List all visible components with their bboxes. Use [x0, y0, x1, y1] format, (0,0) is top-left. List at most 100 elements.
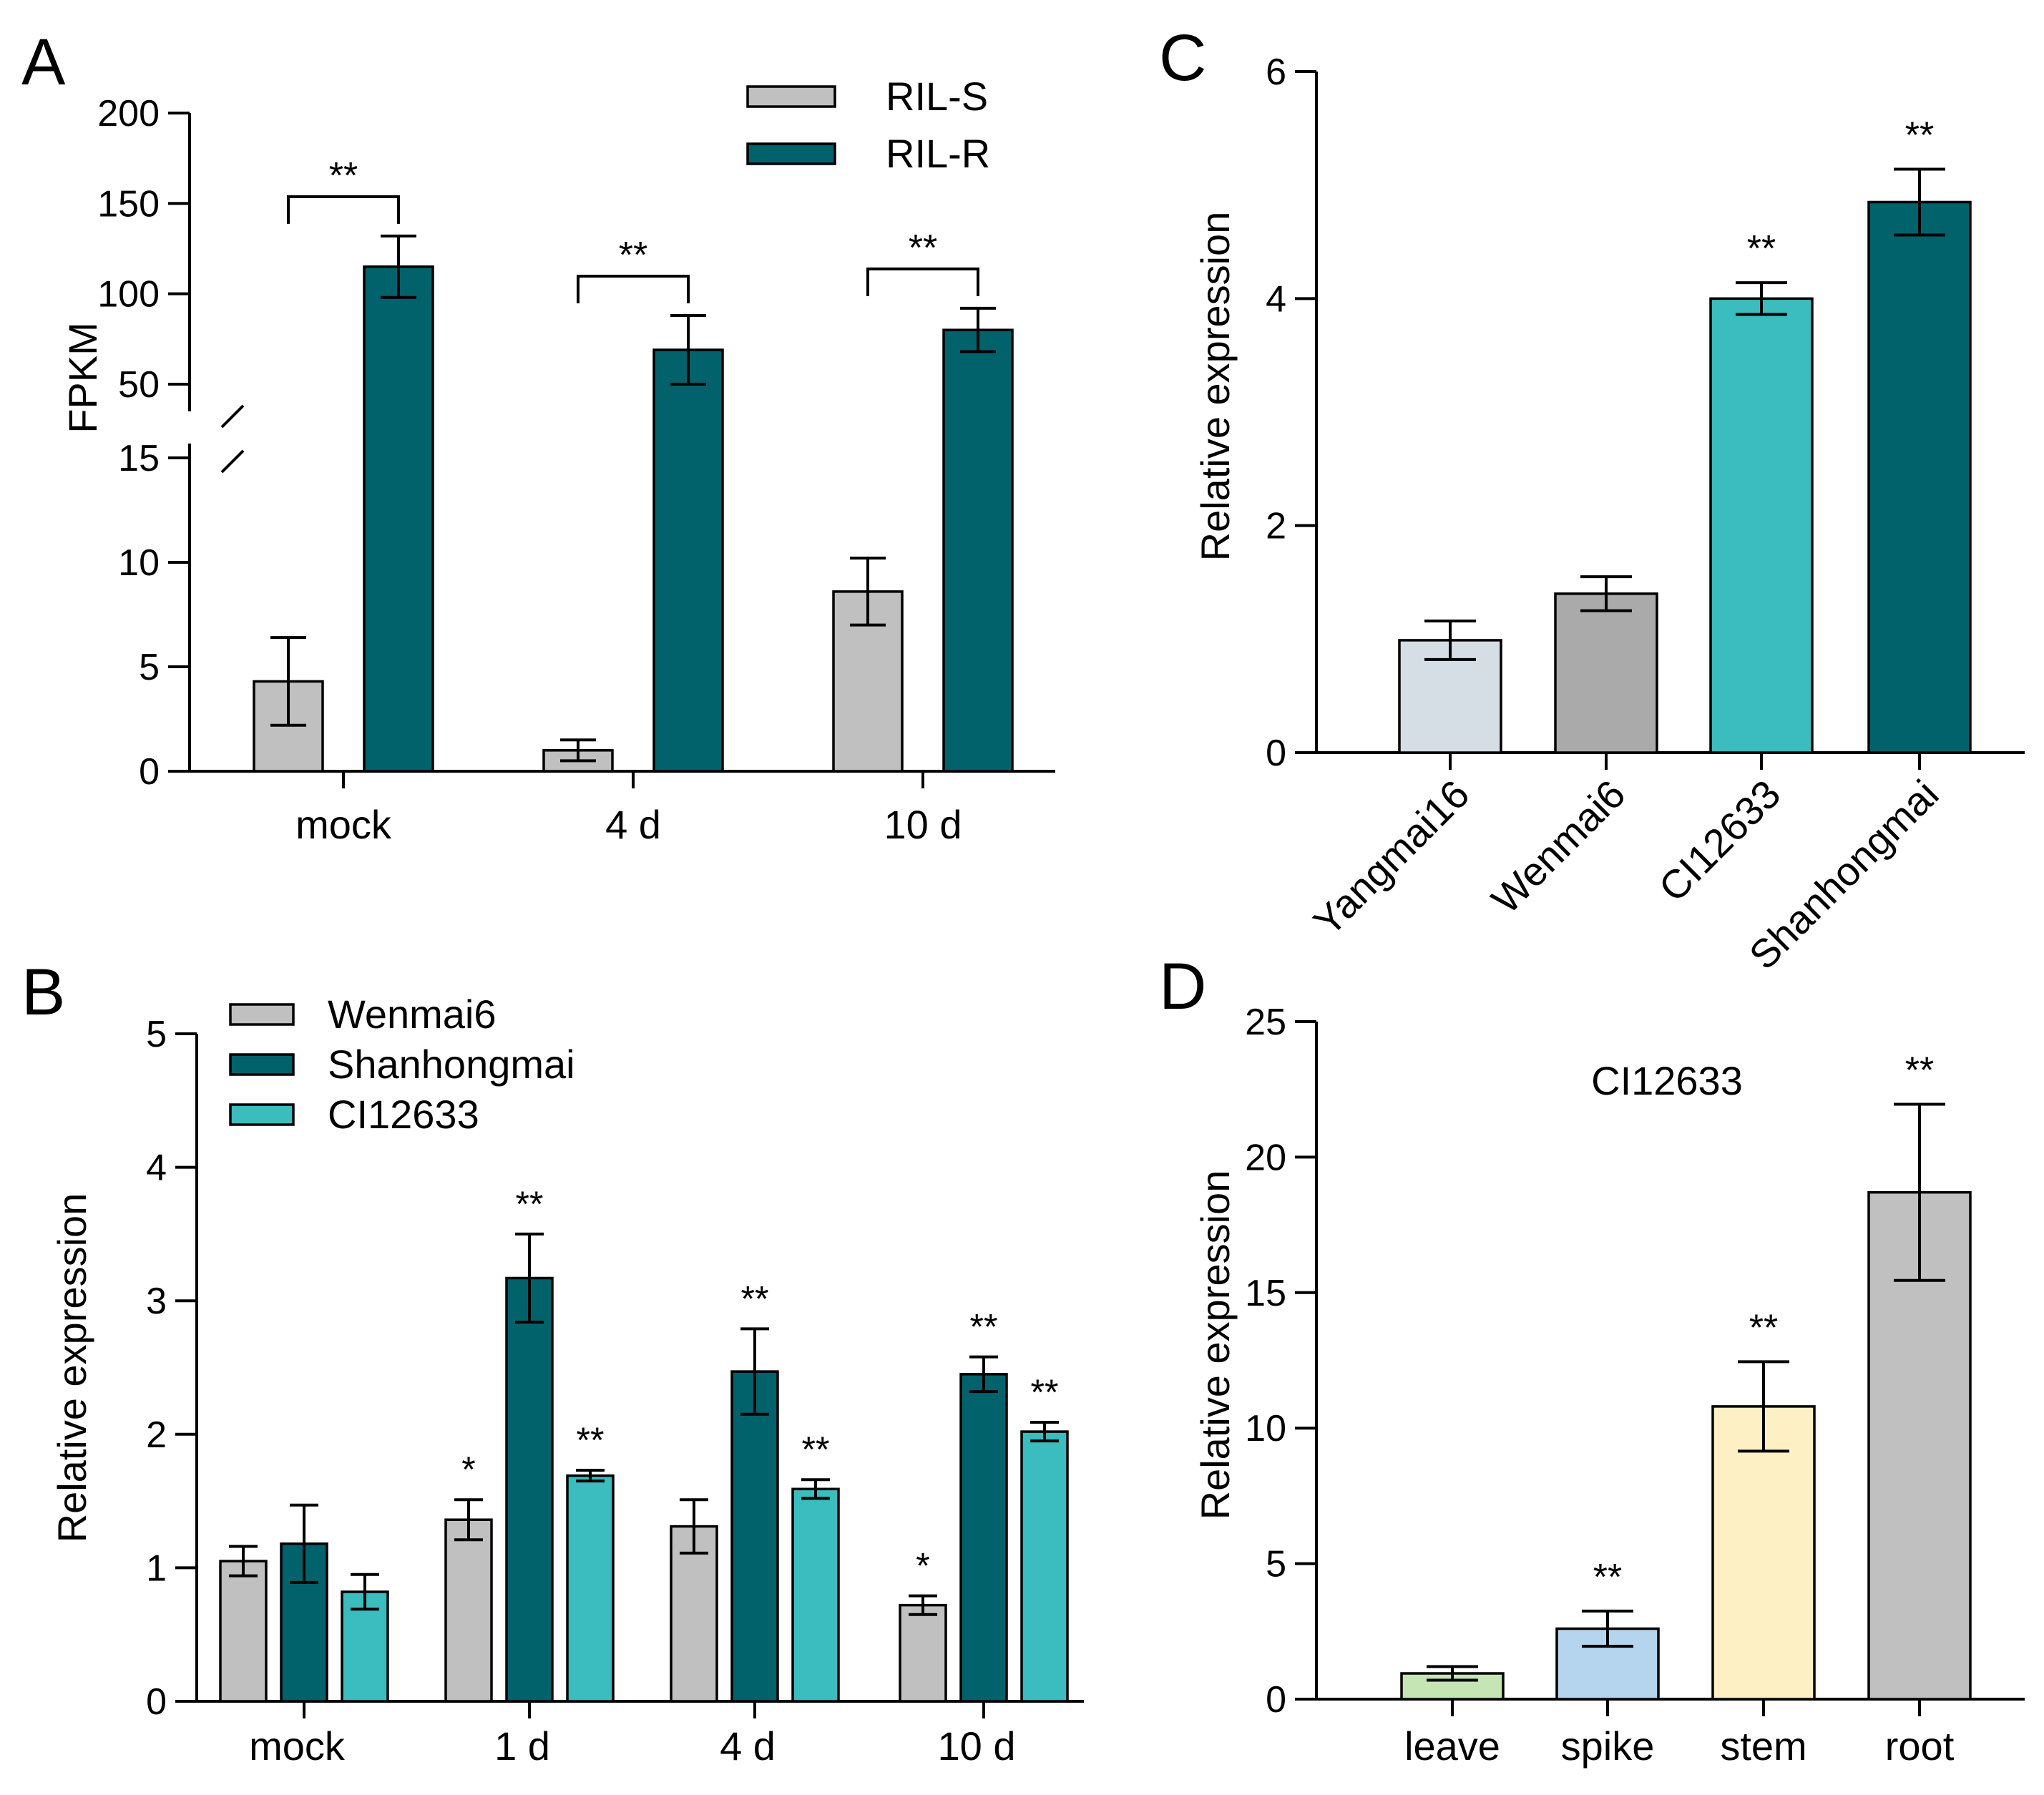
- panel-a-x-tick-label: 10 d: [884, 802, 962, 847]
- panel-a-y-tick-label: 150: [97, 183, 160, 225]
- panel-d-y-tick-label: 25: [1245, 1002, 1286, 1043]
- panel-a-error-bar: [560, 738, 596, 763]
- panel-c-x-tick-label: Yangmai16: [1305, 771, 1478, 944]
- panel-b-bar: [899, 1603, 947, 1703]
- panel-d-error-bar: [1582, 1609, 1633, 1648]
- panel-a-bar: [832, 590, 904, 773]
- panel-c-error-bar: [1894, 167, 1945, 237]
- panel-a-significance-bracket: [577, 274, 690, 303]
- panel-a-error-bar: [960, 306, 996, 353]
- panel-b-bar: [730, 1370, 779, 1703]
- panel-b-bar: [1020, 1430, 1069, 1703]
- panel-b-x-tick-label: 4 d: [720, 1723, 776, 1769]
- panel-c-y-axis-label: Relative expression: [1193, 212, 1238, 562]
- panel-c-error-bar: [1736, 281, 1787, 316]
- panel-d-x-tick-label: stem: [1720, 1723, 1806, 1769]
- panel-b-y-axis-label: Relative expression: [49, 1193, 94, 1543]
- panel-a-significance-bracket: [287, 195, 400, 224]
- panel-b-y-tick-label: 4: [146, 1148, 167, 1189]
- panel-b-significance-mark: **: [1031, 1372, 1059, 1412]
- panel-b-bar: [791, 1487, 840, 1703]
- panel-d-significance-mark: **: [1593, 1557, 1622, 1598]
- panel-a-legend-label: RIL-S: [886, 74, 988, 119]
- panel-b-legend-swatch: [229, 1003, 295, 1026]
- panel-b-error-bar: [454, 1498, 483, 1542]
- panel-a-y-axis-label: FPKM: [60, 322, 105, 434]
- panel-c-bar: [1398, 639, 1502, 754]
- panel-c-bar: [1709, 297, 1814, 754]
- panel-d-tissue-chart: 0 5 10 15 20 25 Relative expression CI12633 leav…: [1193, 1002, 2025, 1769]
- panel-a-x-tick-label: mock: [295, 802, 392, 847]
- panel-b-legend-label: Wenmai6: [328, 992, 497, 1037]
- panel-b-x-tick-label: 1 d: [494, 1723, 550, 1769]
- panel-b-y-tick-label: 2: [146, 1414, 167, 1456]
- panel-c-x-tick-label: CI12633: [1650, 771, 1789, 910]
- panel-a-y-tick-label: 10: [118, 542, 160, 584]
- panel-a-legend-swatch: [746, 85, 836, 108]
- panel-d-significance-mark: **: [1905, 1050, 1934, 1092]
- panel-b-significance-mark: **: [516, 1184, 544, 1224]
- panel-c-cultivar-chart: 0 2 4 6 Relative expression Yangmai16 Wenmai6 *…: [1193, 52, 2025, 978]
- panel-c-y-tick-label: 0: [1266, 733, 1286, 774]
- panel-a-y-tick-label: 0: [139, 751, 160, 793]
- panel-c-bar: [1554, 592, 1658, 754]
- panel-b-y-tick-label: 1: [146, 1547, 167, 1589]
- panel-b-significance-mark: **: [741, 1278, 769, 1319]
- panel-d-error-bar: [1738, 1360, 1789, 1453]
- panel-b-error-bar: [351, 1573, 379, 1611]
- panel-b-significance-mark: *: [461, 1449, 475, 1490]
- panel-a-y-tick-label: 50: [118, 364, 160, 406]
- panel-b-error-bar: [515, 1232, 544, 1324]
- panel-a-error-bar: [381, 234, 416, 299]
- panel-a-significance-mark: **: [909, 228, 937, 269]
- panel-b-y-tick-label: 0: [146, 1681, 167, 1723]
- panel-label-b: B: [21, 956, 65, 1029]
- panel-b-significance-mark: **: [577, 1420, 605, 1460]
- panel-c-bar: [1867, 200, 1972, 754]
- panel-d-x-tick-label: leave: [1404, 1723, 1500, 1769]
- panel-b-bar: [670, 1525, 718, 1703]
- panel-b-legend-swatch: [229, 1053, 295, 1076]
- panel-a-bar: [363, 265, 434, 773]
- panel-d-y-tick-label: 0: [1266, 1679, 1286, 1721]
- panel-c-error-bar: [1580, 575, 1632, 612]
- panel-b-bar: [219, 1560, 268, 1703]
- panel-a-bar: [652, 348, 724, 773]
- panel-b-bar: [566, 1474, 615, 1703]
- panel-b-x-tick-label: 10 d: [938, 1723, 1016, 1769]
- panel-a-y-tick-label: 5: [139, 647, 160, 688]
- panel-b-bar: [959, 1373, 1008, 1703]
- panel-c-y-tick-label: 4: [1266, 278, 1286, 320]
- panel-b-error-bar: [969, 1355, 998, 1394]
- panel-d-bar: [1400, 1672, 1505, 1701]
- panel-b-significance-mark: **: [970, 1307, 998, 1347]
- panel-b-bar: [444, 1518, 493, 1703]
- panel-a-legend-label: RIL-R: [886, 131, 990, 176]
- panel-b-x-tick-label: mock: [249, 1723, 346, 1769]
- panel-d-y-tick-label: 10: [1245, 1408, 1286, 1449]
- panel-d-error-bar: [1894, 1102, 1945, 1282]
- panel-a-bar: [942, 328, 1014, 773]
- panel-b-significance-mark: *: [916, 1546, 929, 1586]
- panel-a-y-tick-label: 100: [97, 274, 160, 316]
- panel-d-y-axis-label: Relative expression: [1193, 1170, 1238, 1520]
- panel-b-error-bar: [1030, 1421, 1059, 1443]
- panel-label-c: C: [1159, 21, 1206, 94]
- panel-a-significance-bracket: [866, 267, 979, 296]
- panel-d-significance-mark: **: [1749, 1307, 1778, 1349]
- panel-d-x-tick-label: spike: [1561, 1723, 1655, 1769]
- panel-a-fpkm-chart: 0 5 10 15 50 100 150 200 FPKM mock ** 4 d ** 10 d ** RI…: [60, 74, 1055, 847]
- panel-a-error-bar: [670, 313, 706, 386]
- panel-a-significance-mark: **: [329, 155, 358, 197]
- panel-d-y-tick-label: 20: [1245, 1137, 1286, 1178]
- panel-label-d: D: [1159, 950, 1206, 1023]
- panel-a-y-tick-label: 200: [97, 93, 160, 134]
- panel-label-a: A: [21, 26, 66, 99]
- panel-b-y-tick-label: 3: [146, 1281, 167, 1322]
- panel-b-legend-swatch: [229, 1103, 295, 1126]
- panel-b-error-bar: [290, 1503, 318, 1584]
- panel-a-legend-swatch: [746, 142, 836, 165]
- panel-b-error-bar: [909, 1594, 937, 1616]
